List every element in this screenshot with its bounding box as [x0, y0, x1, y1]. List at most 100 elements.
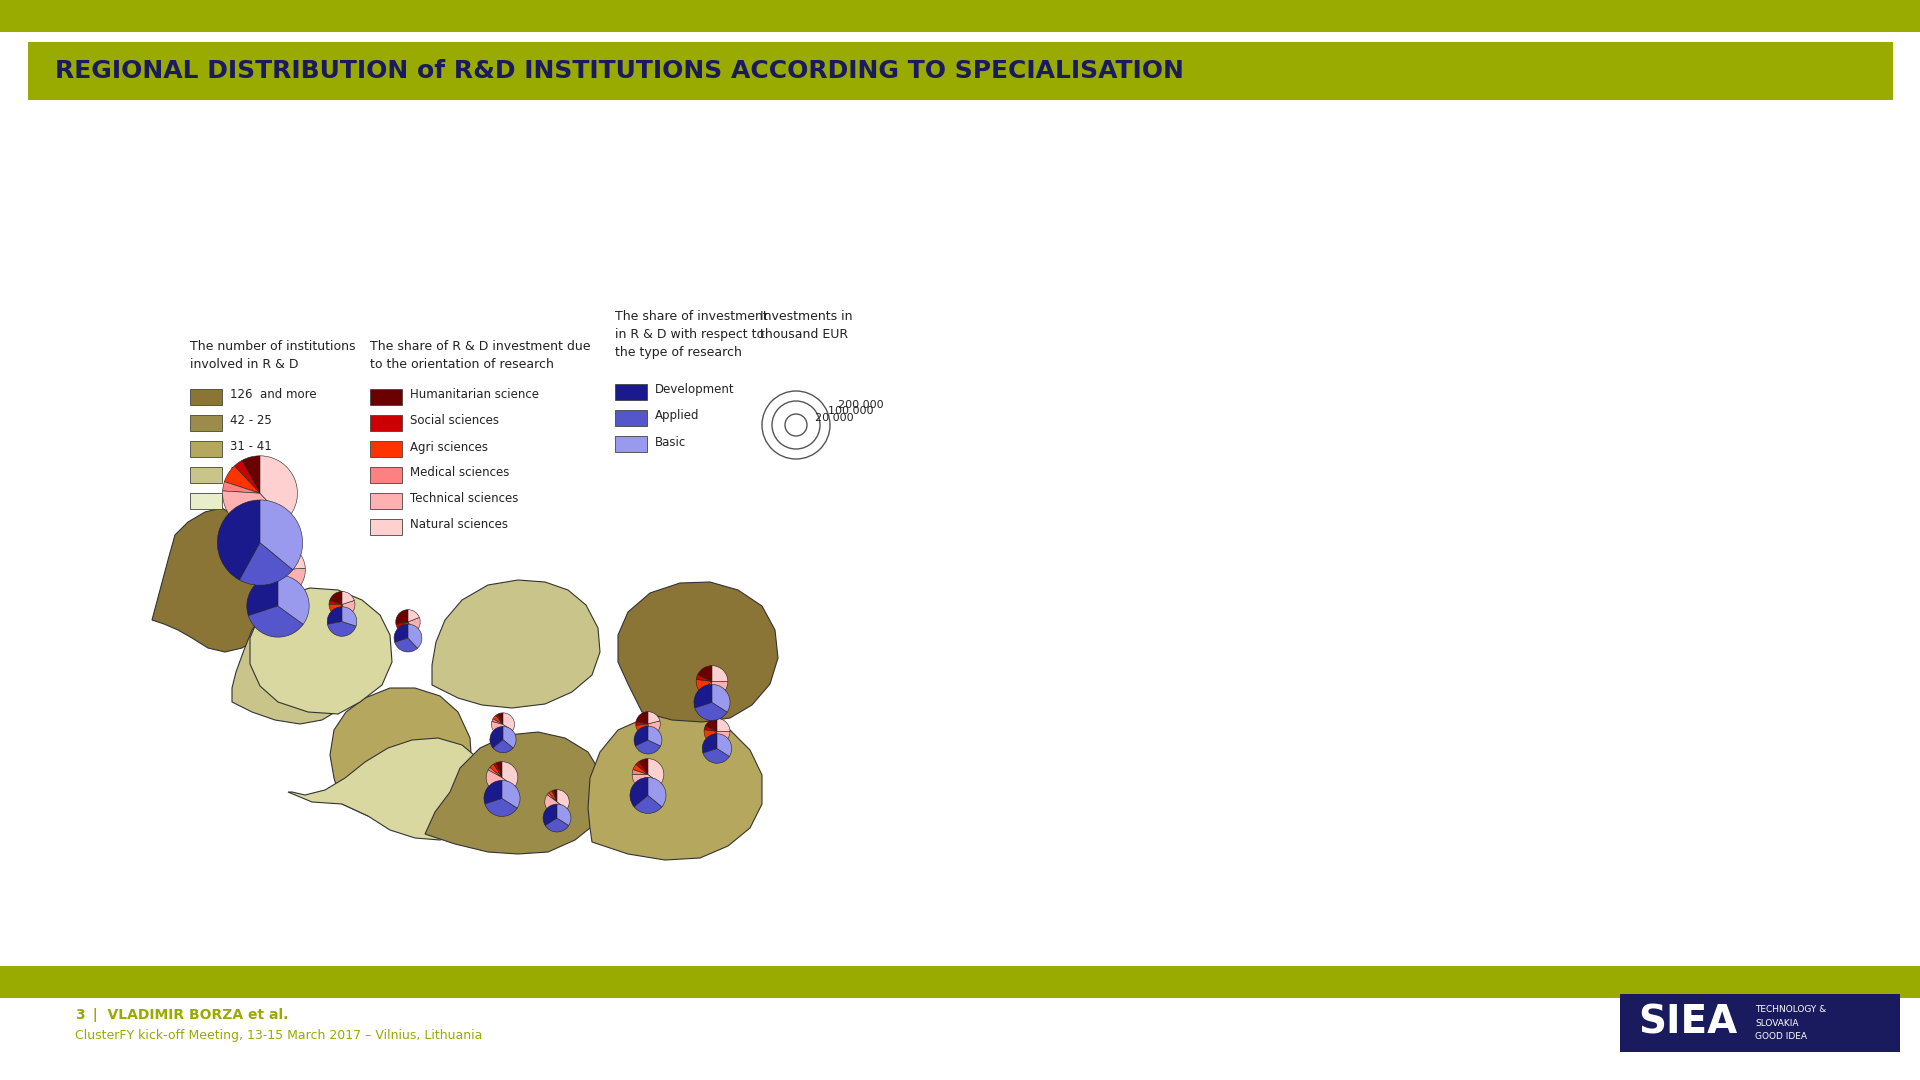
Wedge shape [225, 465, 259, 494]
Wedge shape [551, 791, 557, 802]
Wedge shape [497, 713, 503, 725]
Text: 31 - 41: 31 - 41 [230, 441, 273, 454]
Wedge shape [396, 622, 407, 627]
Wedge shape [340, 605, 348, 618]
Bar [190, 441, 223, 457]
Wedge shape [493, 740, 513, 753]
Wedge shape [649, 712, 660, 724]
Bar [371, 519, 401, 535]
Wedge shape [636, 724, 649, 734]
Bar [614, 436, 647, 453]
Wedge shape [714, 731, 730, 744]
Wedge shape [253, 542, 278, 570]
Bar [371, 415, 401, 431]
Wedge shape [705, 718, 716, 731]
Text: TECHNOLOGY &
SLOVAKIA
GOOD IDEA: TECHNOLOGY & SLOVAKIA GOOD IDEA [1755, 1005, 1826, 1041]
Wedge shape [636, 721, 649, 726]
Wedge shape [328, 605, 342, 617]
Text: Natural sciences: Natural sciences [411, 518, 509, 531]
Text: REGIONAL DISTRIBUTION of R&D INSTITUTIONS ACCORDING TO SPECIALISATION: REGIONAL DISTRIBUTION of R&D INSTITUTION… [56, 59, 1185, 83]
Wedge shape [223, 491, 286, 530]
Wedge shape [486, 770, 515, 794]
Text: Agri sciences: Agri sciences [411, 441, 488, 454]
Wedge shape [703, 733, 716, 753]
Wedge shape [490, 727, 503, 748]
Text: Applied: Applied [655, 409, 699, 422]
Wedge shape [545, 795, 566, 814]
Text: Medical sciences: Medical sciences [411, 467, 509, 480]
Wedge shape [649, 720, 660, 735]
Bar [371, 467, 401, 483]
Text: |  VLADIMIR BORZA et al.: | VLADIMIR BORZA et al. [83, 1008, 288, 1022]
Wedge shape [492, 719, 503, 725]
Bar [614, 410, 647, 426]
Wedge shape [495, 761, 501, 778]
Wedge shape [634, 726, 649, 746]
Wedge shape [697, 679, 712, 692]
Text: Investments in
thousand EUR: Investments in thousand EUR [760, 310, 852, 341]
Polygon shape [588, 712, 762, 860]
Wedge shape [557, 789, 568, 809]
Wedge shape [278, 542, 305, 570]
Polygon shape [432, 580, 599, 708]
Bar [190, 389, 223, 405]
Polygon shape [232, 598, 361, 724]
Wedge shape [326, 607, 342, 624]
Wedge shape [492, 721, 513, 735]
Wedge shape [278, 568, 305, 596]
Wedge shape [705, 726, 716, 731]
Wedge shape [636, 740, 660, 754]
Wedge shape [248, 606, 303, 637]
Polygon shape [330, 688, 472, 824]
Wedge shape [407, 622, 415, 634]
Polygon shape [424, 732, 605, 854]
Wedge shape [639, 758, 649, 774]
Wedge shape [701, 681, 712, 697]
Wedge shape [342, 607, 357, 626]
Wedge shape [649, 778, 666, 807]
Polygon shape [250, 588, 392, 714]
Text: 20 000: 20 000 [814, 414, 854, 423]
Text: ClusterFY kick-off Meeting, 13-15 March 2017 – Vilnius, Lithuania: ClusterFY kick-off Meeting, 13-15 March … [75, 1028, 482, 1041]
Text: Social sciences: Social sciences [411, 415, 499, 428]
Wedge shape [248, 575, 278, 616]
Text: Basic: Basic [655, 435, 685, 448]
Wedge shape [328, 600, 342, 605]
Bar [190, 467, 223, 483]
Wedge shape [484, 781, 501, 804]
Wedge shape [501, 761, 518, 787]
Wedge shape [543, 805, 557, 825]
Text: 200 000: 200 000 [837, 400, 883, 409]
Wedge shape [503, 727, 516, 748]
Wedge shape [252, 565, 278, 594]
Text: The number of institutions
involved in R & D: The number of institutions involved in R… [190, 340, 355, 372]
Wedge shape [708, 731, 716, 744]
Wedge shape [705, 730, 716, 740]
Wedge shape [396, 638, 417, 652]
Wedge shape [649, 758, 664, 784]
Wedge shape [488, 768, 501, 778]
Wedge shape [328, 621, 355, 636]
Bar [0, 0, 1920, 32]
Wedge shape [545, 818, 568, 832]
Bar [371, 441, 401, 457]
Text: 100 000: 100 000 [828, 406, 874, 416]
Text: 11 - 17: 11 - 17 [230, 492, 273, 505]
Wedge shape [501, 781, 520, 808]
Wedge shape [217, 500, 259, 580]
Wedge shape [252, 558, 278, 570]
Wedge shape [716, 733, 732, 756]
Wedge shape [693, 685, 712, 708]
Wedge shape [553, 789, 557, 802]
Wedge shape [486, 798, 516, 816]
Text: Development: Development [655, 383, 735, 396]
Wedge shape [397, 622, 409, 634]
Wedge shape [396, 610, 407, 624]
Wedge shape [708, 681, 728, 698]
Text: Technical sciences: Technical sciences [411, 492, 518, 505]
Wedge shape [649, 726, 662, 746]
Bar [0, 966, 1920, 998]
Wedge shape [493, 716, 503, 725]
Text: The share of investment
in R & D with respect to
the type of research: The share of investment in R & D with re… [614, 310, 768, 359]
Wedge shape [636, 761, 649, 774]
